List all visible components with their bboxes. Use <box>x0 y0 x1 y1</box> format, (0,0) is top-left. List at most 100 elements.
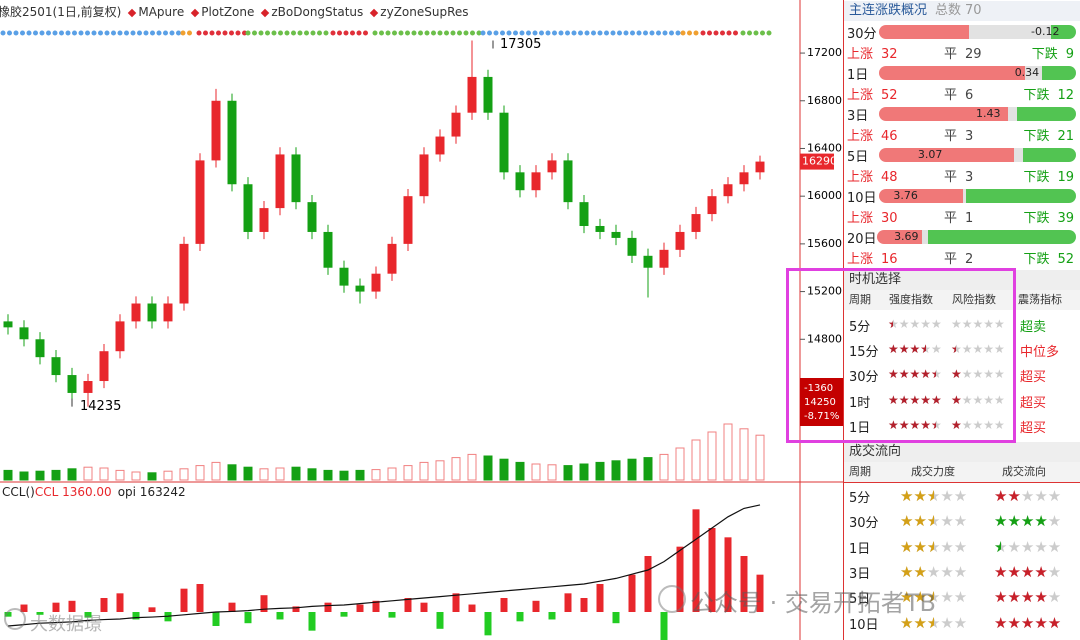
low-label: 14235 <box>80 399 121 414</box>
ccl-bar <box>68 600 76 612</box>
volume-bar <box>323 469 333 481</box>
watermark-logo <box>658 585 686 613</box>
candle-body <box>291 154 301 203</box>
ccl-bar <box>468 604 476 612</box>
volume-bar <box>307 468 317 481</box>
star-rating: ★★★★★★★★★★ <box>888 367 942 382</box>
stat-label: 平 <box>944 252 958 267</box>
volume-bar <box>515 461 525 481</box>
ccl-bar <box>580 598 588 612</box>
volume-bar <box>371 469 381 481</box>
side-panel: 主连涨跌概况 总数 70 30分 -0.12 上涨 32 平 29 下跌 9 1日 0.34 上涨 52 平 6… <box>843 0 1080 640</box>
volume-bar <box>147 472 157 481</box>
star-rating: ★★★★★★★★★★ <box>900 562 968 581</box>
range-change: -1360 <box>804 383 833 394</box>
change-value: -0.12 <box>1031 25 1060 38</box>
volume-bar <box>227 464 237 481</box>
column-header: 周期 <box>849 293 871 306</box>
ccl-bar <box>308 612 316 631</box>
segment-up <box>879 189 964 203</box>
column-header: 风险指数 <box>952 293 996 306</box>
candle-body <box>707 196 717 215</box>
stat-label: 上涨 <box>847 211 874 226</box>
ccl-bar <box>180 588 188 612</box>
stat-value: 48 <box>881 170 898 185</box>
star-fill: ★★★★★ <box>951 367 962 382</box>
candle-body <box>307 202 317 232</box>
star-rating: ★★★★★★★★★★ <box>888 317 942 331</box>
star-fill: ★★★★★ <box>994 512 1048 531</box>
ccl-bar <box>740 556 748 612</box>
ccl-bar <box>644 556 652 612</box>
stat-flat: 平 29 <box>944 43 982 62</box>
segment-flat <box>969 25 1051 39</box>
segment-flat <box>1014 148 1023 162</box>
column-header: 强度指数 <box>889 293 933 306</box>
stat-up: 上涨 32 <box>847 43 898 62</box>
signal: 中位多 <box>1020 345 1060 361</box>
indicator-name: zBoDongStatus <box>271 4 364 19</box>
volume-bar <box>451 457 461 481</box>
volume-bar <box>611 460 621 481</box>
segment-down <box>928 230 1076 244</box>
stat-label: 下跌 <box>1023 211 1050 226</box>
volume-bar <box>387 467 397 481</box>
stat-down: 下跌 12 <box>1023 84 1074 103</box>
star-rating: ★★★★★★★★★★ <box>951 417 1005 432</box>
stat-value: 29 <box>965 47 982 62</box>
star-fill: ★★★★★ <box>951 342 956 356</box>
candle-body <box>259 208 269 232</box>
star-fill: ★★★★★ <box>900 562 927 581</box>
column-header: 震荡指标 <box>1018 293 1062 306</box>
ccl-bar <box>148 607 156 612</box>
volume-bar <box>579 463 589 481</box>
stat-value: 46 <box>881 129 898 144</box>
segment-up <box>879 148 1015 162</box>
star-fill: ★★★★★ <box>888 342 926 357</box>
period: 1时 <box>849 395 871 411</box>
star-rating: ★★★★★★★★★★ <box>900 613 968 632</box>
star-fill: ★★★★★ <box>900 537 934 556</box>
stat-down: 下跌 19 <box>1023 166 1074 185</box>
ccl-bar <box>372 600 380 612</box>
candle-body <box>83 381 93 393</box>
segment-up <box>877 230 923 244</box>
range-pct: -8.71% <box>804 411 839 422</box>
ccl-bar <box>564 593 572 612</box>
stat-down: 下跌 39 <box>1023 207 1074 226</box>
candle-body <box>131 303 141 322</box>
candle-body <box>483 76 493 113</box>
star-fill: ★★★★★ <box>900 487 934 505</box>
candle-body <box>595 225 605 232</box>
stat-up: 上涨 30 <box>847 207 898 226</box>
ccl-bar <box>484 612 492 636</box>
volume-bar <box>691 439 701 481</box>
column-header: 成交力度 <box>911 465 955 478</box>
stat-value: 12 <box>1057 88 1074 103</box>
flow-title: 成交流向 <box>844 442 1080 462</box>
period: 30分 <box>849 370 879 386</box>
stat-value: 3 <box>965 129 974 144</box>
volume-bar <box>643 457 653 481</box>
volume-bar <box>179 468 189 481</box>
star-fill: ★★★★★ <box>994 538 1001 556</box>
y-tick-label: 14800 <box>807 332 842 345</box>
stat-label: 平 <box>944 47 958 62</box>
indicator-name: MApure <box>138 4 185 19</box>
ccl-bar <box>292 606 300 612</box>
candle-body <box>179 243 189 304</box>
star-fill: ★★★★★ <box>951 392 962 407</box>
candle-body <box>435 136 445 155</box>
period: 5日 <box>849 592 871 608</box>
ccl-label: CCL 1360.00 <box>34 485 112 499</box>
stat-label: 下跌 <box>1031 47 1058 62</box>
stat-label: 下跌 <box>1023 129 1050 144</box>
title-text: 主连涨跌概况 <box>849 3 928 18</box>
indicator-name: zyZoneSupRes <box>380 4 469 19</box>
star-fill: ★★★★★ <box>900 588 934 607</box>
watermark-source: 大数据璟 <box>30 614 102 635</box>
ccl-bar <box>228 602 236 612</box>
ccl-bar <box>756 574 764 612</box>
